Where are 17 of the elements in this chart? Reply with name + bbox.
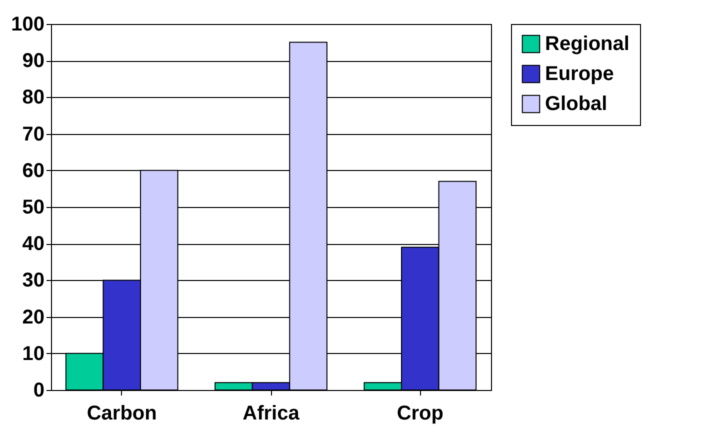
legend-label: Global <box>545 93 608 115</box>
y-tick-label: 80 <box>22 86 44 109</box>
y-tick-label: 50 <box>22 196 44 218</box>
x-tick-label: Carbon <box>86 402 157 424</box>
x-tick-label: Africa <box>242 402 300 424</box>
y-tick-label: 40 <box>22 233 44 256</box>
legend-label: Europe <box>545 63 614 85</box>
y-tick-label: 90 <box>22 50 44 72</box>
x-tick-label: Crop <box>396 402 444 424</box>
y-tick-label: 100 <box>11 14 44 36</box>
y-tick-label: 20 <box>22 306 44 328</box>
y-tick-label: 60 <box>22 160 44 182</box>
y-tick-label: 10 <box>22 342 44 365</box>
legend-label: Regional <box>545 33 630 55</box>
y-tick-label: 70 <box>22 123 44 146</box>
y-tick-label: 0 <box>33 380 44 402</box>
y-tick-label: 30 <box>22 270 44 292</box>
